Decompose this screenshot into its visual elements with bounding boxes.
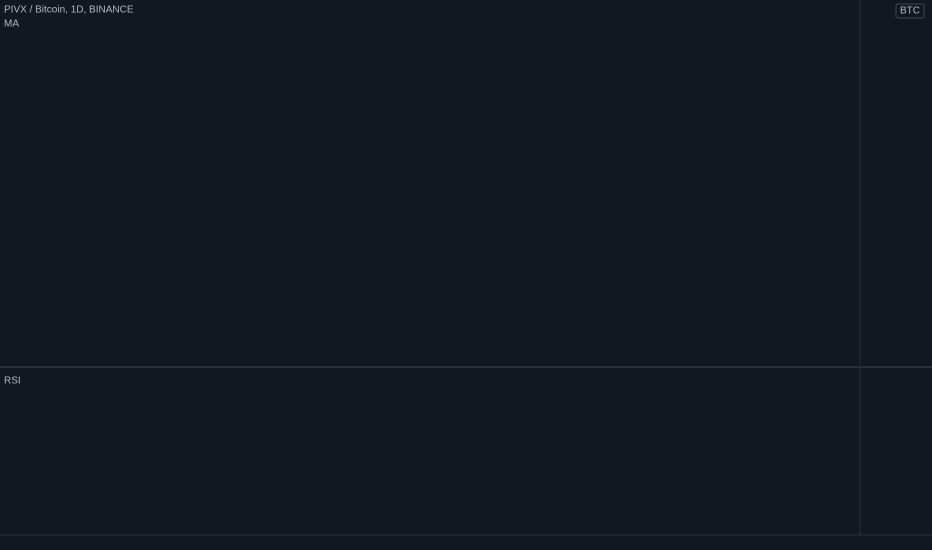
- currency-badge[interactable]: [895, 3, 925, 19]
- rsi-title: RSI: [4, 376, 21, 387]
- legend-ma: MA: [4, 19, 19, 30]
- currency: BTC: [900, 6, 920, 17]
- chart-title: PIVX / Bitcoin, 1D, BINANCE: [4, 5, 134, 16]
